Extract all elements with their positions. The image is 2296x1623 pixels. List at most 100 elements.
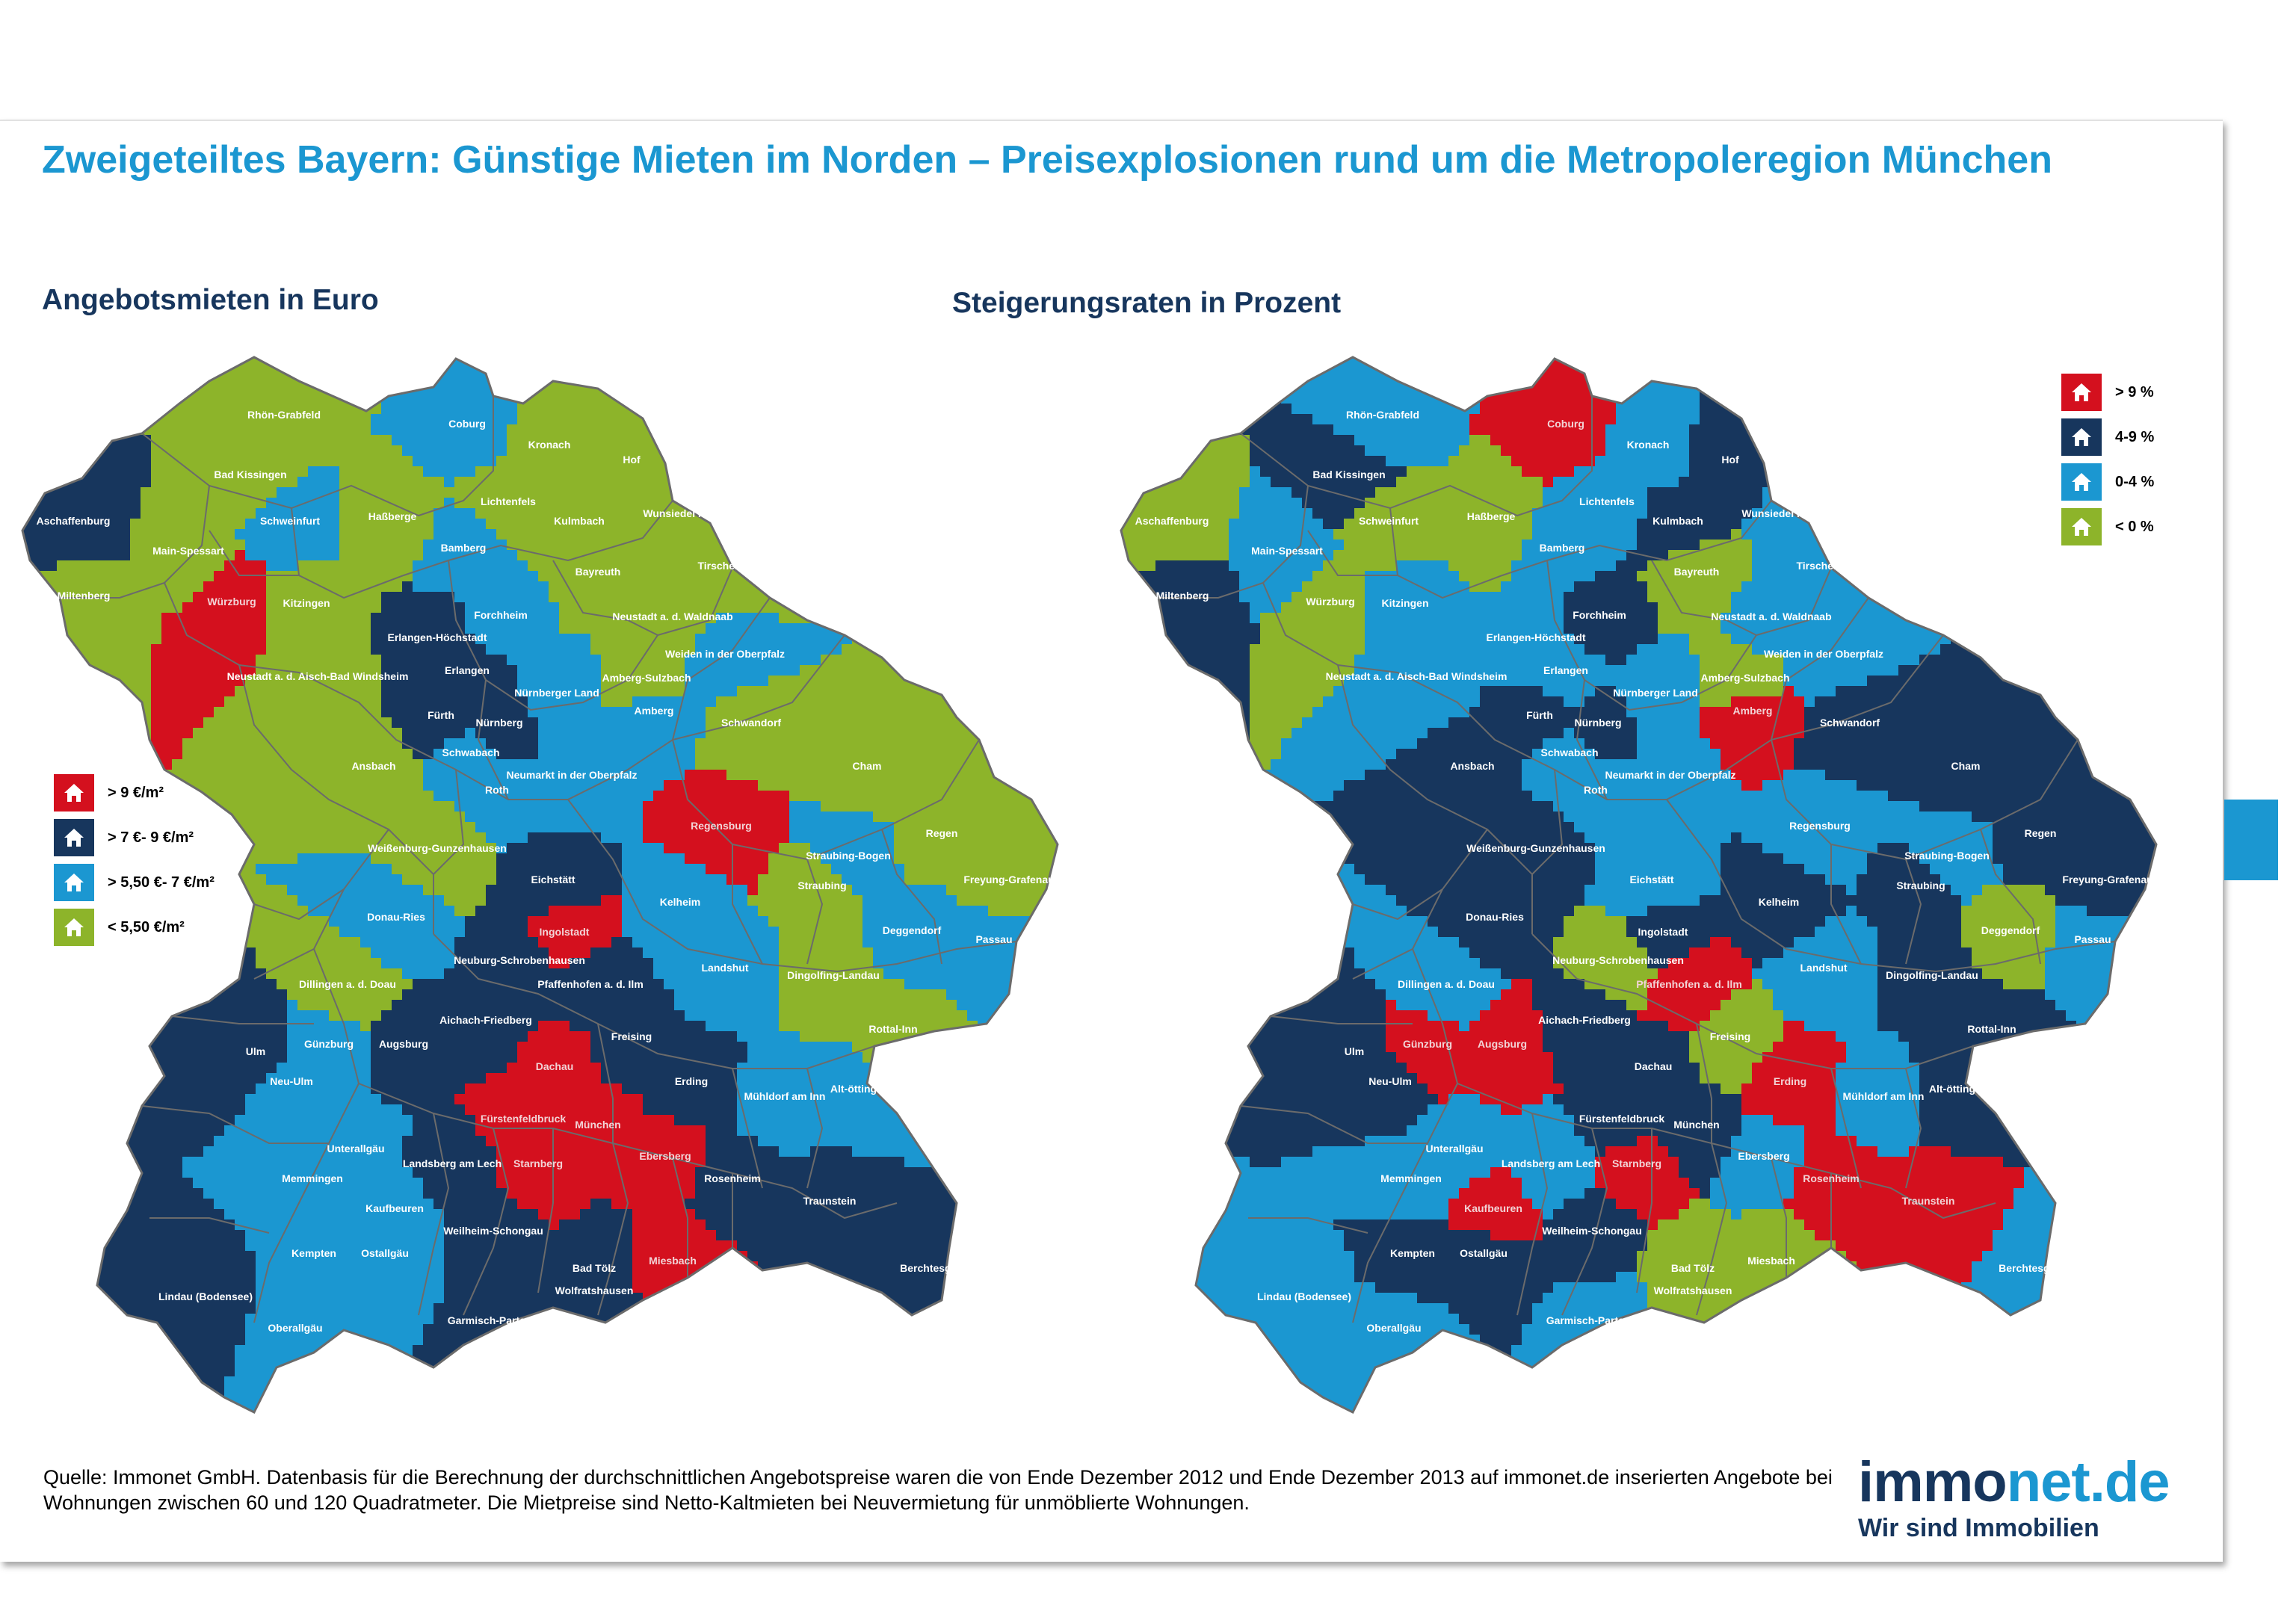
left-label-traunstein[interactable]: Traunstein (803, 1195, 857, 1207)
right-label-furth[interactable]: Fürth (1526, 709, 1553, 721)
left-label-berchtesgadener-land[interactable]: Berchtesgadener Land (900, 1262, 1013, 1274)
left-label-unterallgau[interactable]: Unterallgäu (327, 1143, 384, 1154)
right-label-oberallgau[interactable]: Oberallgäu (1366, 1322, 1421, 1334)
left-label-erlangen[interactable]: Erlangen (445, 664, 490, 676)
left-label-garmisch-partenkirchen[interactable]: Garmisch-Partenkirchen (448, 1314, 570, 1326)
right-label-ansbach[interactable]: Ansbach (1450, 760, 1494, 772)
left-label-freyung-grafenau[interactable]: Freyung-Grafenau (963, 874, 1054, 885)
right-label-cham[interactable]: Cham (1951, 760, 1981, 772)
left-label-schweinfurt[interactable]: Schweinfurt (260, 515, 320, 527)
left-label-erding[interactable]: Erding (675, 1075, 708, 1087)
right-label-kelheim[interactable]: Kelheim (1759, 896, 1799, 908)
left-label-weilheim-schongau[interactable]: Weilheim-Schongau (443, 1225, 543, 1237)
right-label-ebersberg[interactable]: Ebersberg (1738, 1150, 1789, 1162)
left-label-bamberg[interactable]: Bamberg (441, 542, 487, 554)
right-label-kitzingen[interactable]: Kitzingen (1382, 597, 1429, 609)
left-label-schwandorf[interactable]: Schwandorf (721, 717, 781, 729)
left-label-weiden-in-der-oberpfalz[interactable]: Weiden in der Oberpfalz (665, 648, 785, 660)
left-label-kronach[interactable]: Kronach (528, 439, 571, 451)
right-label-amberg[interactable]: Amberg (1733, 705, 1773, 717)
right-label-regensburg[interactable]: Regensburg (1789, 820, 1851, 832)
right-label-schwandorf[interactable]: Schwandorf (1820, 717, 1880, 729)
left-label-straubing[interactable]: Straubing (797, 879, 846, 891)
right-label-alt-otting[interactable]: Alt-ötting (1929, 1083, 1975, 1095)
left-label-wunsiedel-fichtelgebirge[interactable]: Wunsiedel Fichtelgebirge (643, 507, 770, 519)
left-label-aichach-friedberg[interactable]: Aichach-Friedberg (439, 1014, 532, 1026)
left-label-muhldorf-am-inn[interactable]: Mühldorf am Inn (744, 1090, 826, 1102)
left-label-munchen[interactable]: München (575, 1119, 620, 1131)
right-label-landsberg-am-lech[interactable]: Landsberg am Lech (1502, 1157, 1600, 1169)
left-label-erlangen-hochstadt[interactable]: Erlangen-Höchstadt (387, 631, 487, 643)
left-label-straubing-bogen[interactable]: Straubing-Bogen (806, 850, 891, 862)
right-label-starnberg[interactable]: Starnberg (1612, 1157, 1661, 1169)
right-label-bamberg[interactable]: Bamberg (1540, 542, 1585, 554)
right-label-garmisch-partenkirchen[interactable]: Garmisch-Partenkirchen (1546, 1314, 1668, 1326)
right-label-bayreuth[interactable]: Bayreuth (1674, 566, 1720, 578)
right-label-freising[interactable]: Freising (1710, 1030, 1750, 1042)
right-label-furstenfeldbruck[interactable]: Fürstenfeldbruck (1579, 1113, 1665, 1125)
left-label-gunzburg[interactable]: Günzburg (304, 1038, 354, 1050)
left-label-augsburg[interactable]: Augsburg (379, 1038, 428, 1050)
right-label-neumarkt-in-der-oberpfalz[interactable]: Neumarkt in der Oberpfalz (1605, 769, 1735, 781)
left-label-wolfratshausen[interactable]: Wolfratshausen (555, 1285, 634, 1296)
left-label-alt-otting[interactable]: Alt-ötting (830, 1083, 877, 1095)
left-label-dillingen-a-d-doau[interactable]: Dillingen a. d. Doau (299, 978, 396, 990)
right-label-gunzburg[interactable]: Günzburg (1403, 1038, 1452, 1050)
right-label-traunstein[interactable]: Traunstein (1902, 1195, 1955, 1207)
left-label-deggendorf[interactable]: Deggendorf (883, 924, 942, 936)
right-label-erding[interactable]: Erding (1774, 1075, 1806, 1087)
left-label-ostallgau[interactable]: Ostallgäu (361, 1247, 409, 1259)
left-label-main-spessart[interactable]: Main-Spessart (152, 545, 224, 557)
left-label-neustadt-a-d-aisch-bad-windsheim[interactable]: Neustadt a. d. Aisch-Bad Windsheim (227, 670, 409, 682)
left-label-freising[interactable]: Freising (611, 1030, 652, 1042)
left-label-bayreuth[interactable]: Bayreuth (575, 566, 621, 578)
right-label-berchtesgadener-land[interactable]: Berchtesgadener Land (1999, 1262, 2112, 1274)
left-label-neu-ulm[interactable]: Neu-Ulm (270, 1075, 313, 1087)
right-label-kulmbach[interactable]: Kulmbach (1652, 515, 1703, 527)
right-label-hassberge[interactable]: Haßberge (1467, 510, 1516, 522)
right-label-straubing[interactable]: Straubing (1896, 879, 1945, 891)
right-label-freyung-grafenau[interactable]: Freyung-Grafenau (2062, 874, 2152, 885)
right-label-weissenburg-gunzenhausen[interactable]: Weißenburg-Gunzenhausen (1466, 842, 1605, 854)
left-label-roth[interactable]: Roth (485, 784, 509, 796)
right-label-unterallgau[interactable]: Unterallgäu (1425, 1143, 1483, 1154)
right-label-lichtenfels[interactable]: Lichtenfels (1579, 495, 1635, 507)
left-label-starnberg[interactable]: Starnberg (513, 1157, 563, 1169)
right-label-pfaffenhofen-a-d-ilm[interactable]: Pfaffenhofen a. d. Ilm (1636, 978, 1742, 990)
right-label-landshut[interactable]: Landshut (1800, 962, 1848, 974)
left-label-lindau-bodensee[interactable]: Lindau (Bodensee) (158, 1290, 253, 1302)
left-label-forchheim[interactable]: Forchheim (474, 609, 528, 621)
immonet-logo[interactable]: immonet.de Wir sind Immobilien (1858, 1453, 2170, 1543)
right-label-miltenberg[interactable]: Miltenberg (1156, 590, 1209, 602)
left-label-neumarkt-in-der-oberpfalz[interactable]: Neumarkt in der Oberpfalz (506, 769, 637, 781)
right-label-wunsiedel-fichtelgebirge[interactable]: Wunsiedel Fichtelgebirge (1741, 507, 1868, 519)
left-label-wurzburg[interactable]: Würzburg (207, 596, 256, 608)
right-label-erlangen-hochstadt[interactable]: Erlangen-Höchstadt (1486, 631, 1585, 643)
left-label-furstenfeldbruck[interactable]: Fürstenfeldbruck (481, 1113, 567, 1125)
right-label-nurnberg[interactable]: Nürnberg (1575, 717, 1622, 729)
right-label-munchen[interactable]: München (1673, 1119, 1719, 1131)
right-label-weiden-in-der-oberpfalz[interactable]: Weiden in der Oberpfalz (1764, 648, 1883, 660)
left-label-rottal-inn[interactable]: Rottal-Inn (868, 1023, 917, 1035)
left-label-pfaffenhofen-a-d-ilm[interactable]: Pfaffenhofen a. d. Ilm (537, 978, 644, 990)
right-label-coburg[interactable]: Coburg (1547, 418, 1584, 430)
left-label-amberg[interactable]: Amberg (635, 705, 674, 717)
right-label-straubing-bogen[interactable]: Straubing-Bogen (1904, 850, 1990, 862)
left-label-ingolstadt[interactable]: Ingolstadt (540, 926, 590, 938)
left-label-hassberge[interactable]: Haßberge (368, 510, 417, 522)
left-label-dachau[interactable]: Dachau (536, 1060, 574, 1072)
left-label-furth[interactable]: Fürth (428, 709, 454, 721)
right-label-deggendorf[interactable]: Deggendorf (1981, 924, 2040, 936)
left-label-donau-ries[interactable]: Donau-Ries (367, 911, 425, 923)
right-label-muhldorf-am-inn[interactable]: Mühldorf am Inn (1843, 1090, 1925, 1102)
right-label-dachau[interactable]: Dachau (1635, 1060, 1673, 1072)
right-label-neustadt-a-d-aisch-bad-windsheim[interactable]: Neustadt a. d. Aisch-Bad Windsheim (1326, 670, 1507, 682)
left-label-amberg-sulzbach[interactable]: Amberg-Sulzbach (602, 672, 691, 684)
right-label-eichstatt[interactable]: Eichstätt (1629, 874, 1673, 885)
right-label-wurzburg[interactable]: Würzburg (1306, 596, 1354, 608)
right-label-tirschenreuth[interactable]: Tirschenreuth (1796, 560, 1866, 572)
left-label-ebersberg[interactable]: Ebersberg (639, 1150, 691, 1162)
left-label-ansbach[interactable]: Ansbach (351, 760, 395, 772)
left-label-bad-kissingen[interactable]: Bad Kissingen (214, 469, 286, 480)
right-label-kempten[interactable]: Kempten (1390, 1247, 1435, 1259)
